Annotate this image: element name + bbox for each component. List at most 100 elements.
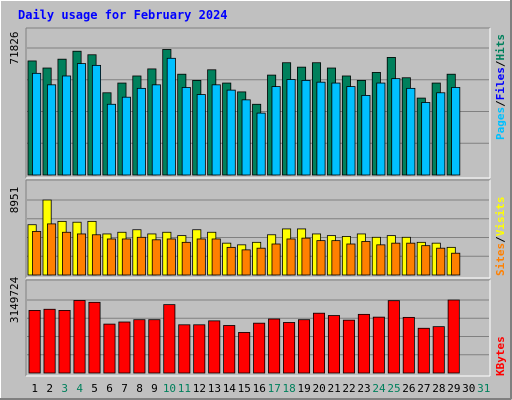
sites-bar xyxy=(106,238,116,276)
x-tick-label: 17 xyxy=(268,382,281,395)
kbytes-bar xyxy=(417,327,430,374)
x-tick-label: 5 xyxy=(91,382,98,395)
x-tick-label: 11 xyxy=(178,382,191,395)
sites-bar xyxy=(271,243,281,276)
kbytes-bar xyxy=(193,324,206,374)
files-bar xyxy=(62,75,72,176)
sites-bar xyxy=(451,252,461,276)
files-bar xyxy=(451,87,461,176)
kbytes-bar xyxy=(58,310,71,374)
x-tick-label: 10 xyxy=(163,382,176,395)
x-tick-label: 12 xyxy=(193,382,206,395)
files-bar xyxy=(136,87,146,176)
sites-bar xyxy=(361,241,371,276)
y-max-label: 3149724 xyxy=(8,276,21,323)
sites-bar xyxy=(316,240,326,276)
kbytes-bar xyxy=(342,319,355,374)
files-bar xyxy=(316,81,326,176)
chart-legends: Pages/Files/Hits Sites/Visits KBytes xyxy=(494,34,507,376)
x-tick-label: 22 xyxy=(342,382,355,395)
kbytes-bar xyxy=(73,300,86,374)
chart-panels: 71826 8951 3149724 xyxy=(8,27,491,377)
sites-bar xyxy=(121,238,131,276)
x-tick-label: 2 xyxy=(46,382,53,395)
files-bar xyxy=(181,87,191,176)
files-bar xyxy=(226,89,236,176)
files-bar xyxy=(376,82,386,176)
x-tick-label: 15 xyxy=(238,382,251,395)
files-bar xyxy=(406,87,416,176)
kbytes-bar xyxy=(178,324,191,374)
sites-bar xyxy=(181,241,191,276)
sites-bar xyxy=(151,239,161,276)
files-bar xyxy=(361,95,371,176)
files-bar xyxy=(286,79,296,176)
sites-bar xyxy=(301,237,311,276)
x-tick-label: 3 xyxy=(61,382,68,395)
x-axis-labels: 1 2 3 4 5 6 7 8 9 10 11 12 13 14 15 16 17 18 19 20 21 22 23 24 2… xyxy=(31,382,490,395)
sites-bar xyxy=(91,234,101,276)
sites-bar xyxy=(136,236,146,276)
files-bar xyxy=(47,84,57,176)
x-tick-label: 7 xyxy=(121,382,128,395)
x-tick-label: 27 xyxy=(417,382,430,395)
x-tick-label: 14 xyxy=(223,382,237,395)
x-tick-label: 20 xyxy=(312,382,325,395)
legend-hits-files-pages: Pages/Files/Hits xyxy=(494,34,507,140)
kbytes-bar xyxy=(312,312,326,374)
sites-bar xyxy=(406,242,416,276)
kbytes-bar xyxy=(88,301,101,374)
kbytes-bar xyxy=(447,299,460,374)
files-bar xyxy=(241,99,251,176)
files-bar xyxy=(166,57,176,176)
kbytes-bar xyxy=(387,300,400,374)
x-tick-label: 23 xyxy=(357,382,370,395)
panel-kbytes: 3149724 xyxy=(8,276,491,377)
kbytes-bar xyxy=(327,315,340,374)
kbytes-bar xyxy=(118,321,131,374)
kbytes-bar xyxy=(372,316,385,374)
x-tick-label: 25 xyxy=(387,382,400,395)
kbytes-bar xyxy=(223,325,236,374)
x-tick-label: 30 xyxy=(462,382,475,395)
kbytes-bar xyxy=(103,323,116,374)
sites-bar xyxy=(62,231,72,276)
sites-bar xyxy=(211,238,221,276)
sites-bar xyxy=(346,243,356,276)
x-tick-label: 13 xyxy=(208,382,221,395)
files-bar xyxy=(91,64,101,176)
sites-bar xyxy=(196,238,206,276)
sites-bar xyxy=(436,247,446,276)
legend-kbytes: KBytes xyxy=(494,336,507,376)
files-bar xyxy=(121,96,131,176)
files-bar xyxy=(196,94,206,176)
y-max-label: 8951 xyxy=(8,187,21,214)
kbytes-bar xyxy=(148,319,161,374)
sites-bar xyxy=(286,238,296,276)
files-bar xyxy=(301,80,311,176)
files-bar xyxy=(106,103,116,176)
sites-bar xyxy=(421,245,431,276)
files-bar xyxy=(391,78,401,176)
x-tick-label: 19 xyxy=(298,382,311,395)
files-bar xyxy=(76,63,87,176)
sites-bar xyxy=(256,247,266,276)
files-bar xyxy=(151,84,161,176)
files-bar xyxy=(211,84,221,176)
sites-bar xyxy=(376,244,386,276)
x-tick-label: 4 xyxy=(76,382,83,395)
sites-bar xyxy=(391,242,401,276)
x-tick-label: 6 xyxy=(106,382,113,395)
kbytes-bar xyxy=(283,322,296,374)
x-tick-label: 31 xyxy=(477,382,490,395)
kbytes-bar xyxy=(28,310,41,374)
kbytes-bar xyxy=(208,320,221,374)
kbytes-bar xyxy=(432,326,445,374)
files-bar xyxy=(271,86,281,176)
files-bar xyxy=(436,92,446,176)
legend-visits-sites: Sites/Visits xyxy=(494,197,507,277)
files-bar xyxy=(256,112,266,176)
kbytes-bar xyxy=(298,319,311,374)
